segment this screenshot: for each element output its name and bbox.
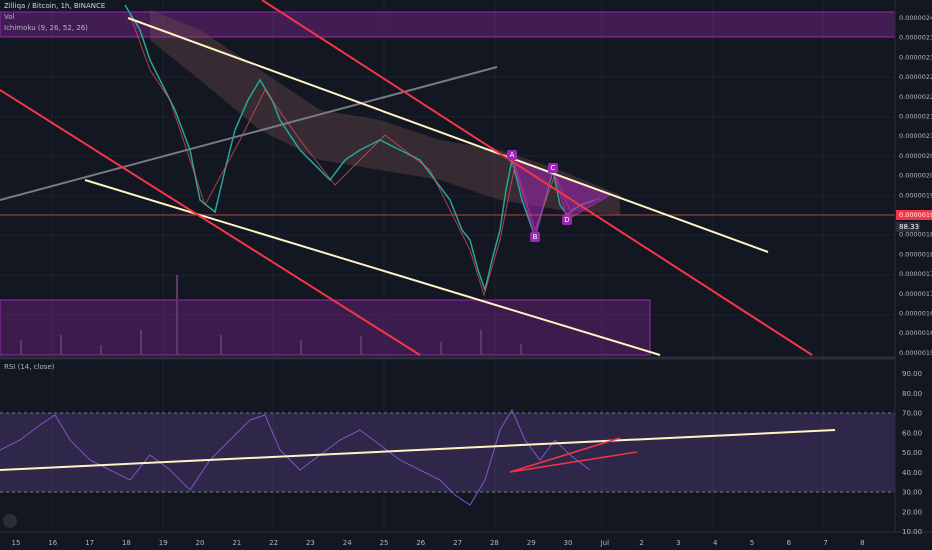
rsi-trend-line [0, 429, 836, 471]
rsi-label: 90.00 [902, 370, 922, 378]
price-label: 0.00000165 [899, 310, 932, 318]
time-label: 7 [823, 539, 827, 547]
price-label: 0.00000200 [899, 172, 932, 180]
rsi-label: 80.00 [902, 390, 922, 398]
pattern-point: D [564, 216, 569, 224]
price-label: 0.00000210 [899, 132, 932, 140]
rsi-label: 50.00 [902, 449, 922, 457]
time-label: 25 [380, 539, 389, 547]
time-label: 6 [787, 539, 792, 547]
time-label: 29 [527, 539, 536, 547]
time-label: 18 [122, 539, 131, 547]
resistance-zone [0, 11, 896, 38]
pattern-point: C [551, 164, 556, 172]
time-label: 24 [343, 539, 352, 547]
pattern-badge [562, 215, 572, 225]
rsi-trend-red [509, 451, 638, 473]
pattern-badge [507, 150, 517, 160]
time-label: 15 [12, 539, 21, 547]
time-label: 30 [564, 539, 573, 547]
price-label: 0.00000205 [899, 152, 932, 160]
price-label: 0.00000195 [899, 191, 932, 199]
price-line [124, 4, 596, 293]
current-value-badge [896, 222, 920, 232]
rsi-label: 40.00 [902, 469, 922, 477]
logo[interactable] [3, 514, 17, 528]
symbol-title: Zilliqa / Bitcoin, 1h, BINANCE [4, 2, 105, 10]
volume-bars [20, 275, 522, 355]
rsi-band [0, 413, 895, 492]
time-label: 2 [639, 539, 643, 547]
rsi-label: 10.00 [902, 528, 922, 536]
price-label: 0.00000175 [899, 270, 932, 278]
time-label: 8 [860, 539, 864, 547]
price-label: 0.00000185 [899, 231, 932, 239]
rsi-label: 70.00 [902, 410, 922, 418]
volume-zone [0, 299, 651, 356]
time-label: 21 [232, 539, 241, 547]
pattern-badge [530, 232, 540, 242]
price-label: 0.00000240 [899, 14, 932, 22]
time-label: 20 [196, 539, 205, 547]
time-label: 23 [306, 539, 315, 547]
time-label: 4 [713, 539, 718, 547]
rsi-label: 30.00 [902, 489, 922, 497]
trend-line-red [0, 89, 421, 356]
indicator-label: Vol [4, 13, 15, 21]
time-label: 17 [85, 539, 94, 547]
price-label: 0.00000170 [899, 290, 932, 298]
trend-line-grey [0, 66, 498, 201]
rsi-title: RSI (14, close) [4, 363, 55, 371]
time-label: 22 [269, 539, 278, 547]
price-axis [895, 0, 932, 550]
price-label: 0.00000230 [899, 53, 932, 61]
price-label: 0.00000220 [899, 93, 932, 101]
price-label: 0.00000225 [899, 73, 932, 81]
price-label: 0.00000155 [899, 349, 932, 357]
rsi-label: 20.00 [902, 508, 922, 516]
current-value: 88.33 [899, 223, 919, 231]
price-label: 0.00000215 [899, 113, 932, 121]
current-price-badge [896, 210, 932, 220]
ichimoku-cloud [150, 10, 620, 215]
trend-line-lower [84, 179, 661, 356]
time-label: 26 [416, 539, 425, 547]
rsi-trend-red [509, 437, 621, 473]
time-label: 5 [750, 539, 754, 547]
time-label: 27 [453, 539, 462, 547]
pattern-point: A [510, 151, 515, 159]
indicator-label: Ichimoku (9, 26, 52, 26) [4, 24, 88, 32]
time-label: 3 [676, 539, 680, 547]
pattern-badge [548, 163, 558, 173]
time-label: 19 [159, 539, 168, 547]
price-label: 0.00000235 [899, 34, 932, 42]
time-label: 16 [48, 539, 57, 547]
grid [0, 0, 895, 532]
trend-line-upper [127, 17, 769, 253]
pattern-point: B [533, 233, 538, 241]
rsi-label: 60.00 [902, 429, 922, 437]
time-label: Jul [600, 539, 610, 547]
price-label: 0.00000160 [899, 329, 932, 337]
trend-line-red [261, 0, 813, 356]
time-label: 28 [490, 539, 499, 547]
price-label: 0.00000180 [899, 250, 932, 258]
